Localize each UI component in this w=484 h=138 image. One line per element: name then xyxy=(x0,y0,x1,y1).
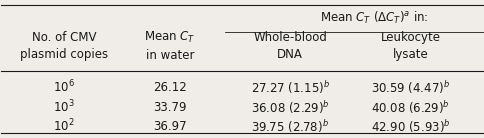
Text: Leukocyte
lysate: Leukocyte lysate xyxy=(380,31,440,61)
Text: 36.08 (2.29)$^b$: 36.08 (2.29)$^b$ xyxy=(251,99,330,116)
Text: 30.59 (4.47)$^b$: 30.59 (4.47)$^b$ xyxy=(371,79,450,96)
Text: 42.90 (5.93)$^b$: 42.90 (5.93)$^b$ xyxy=(371,118,450,135)
Text: 27.27 (1.15)$^b$: 27.27 (1.15)$^b$ xyxy=(251,79,330,96)
Text: 36.97: 36.97 xyxy=(153,120,187,133)
Text: 39.75 (2.78)$^b$: 39.75 (2.78)$^b$ xyxy=(251,118,329,135)
Text: No. of CMV
plasmid copies: No. of CMV plasmid copies xyxy=(20,31,108,61)
Text: 26.12: 26.12 xyxy=(153,81,187,94)
Text: Whole-blood
DNA: Whole-blood DNA xyxy=(253,31,327,61)
Text: 40.08 (6.29)$^b$: 40.08 (6.29)$^b$ xyxy=(371,99,450,116)
Text: Mean $C_T$
in water: Mean $C_T$ in water xyxy=(144,30,196,62)
Text: $10^6$: $10^6$ xyxy=(53,79,75,96)
Text: 33.79: 33.79 xyxy=(153,101,186,114)
Text: $10^2$: $10^2$ xyxy=(53,118,75,135)
Text: Mean $C_T$ ($\Delta C_T$)$^a$ in:: Mean $C_T$ ($\Delta C_T$)$^a$ in: xyxy=(320,9,428,26)
Text: $10^3$: $10^3$ xyxy=(53,99,75,116)
